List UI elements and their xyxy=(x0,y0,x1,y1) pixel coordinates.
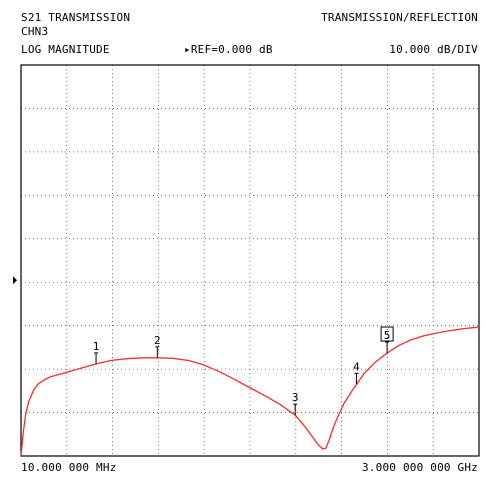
chart-grid xyxy=(21,65,479,456)
marker-2-label: 2 xyxy=(154,334,161,347)
marker-5-label: 5 xyxy=(384,329,391,342)
marker-3-label: 3 xyxy=(292,391,299,404)
format-label: LOG MAGNITUDE xyxy=(21,43,110,56)
start-frequency: 10.000 000 MHz xyxy=(21,461,117,474)
reference-label: ▸REF=0.000 dB xyxy=(184,44,273,56)
marker-group: 1 2 3 4 5 xyxy=(93,326,394,416)
plot-frame xyxy=(20,64,480,457)
stop-frequency: 3.000 000 000 GHz xyxy=(362,461,478,474)
marker-4-label: 4 xyxy=(353,360,360,373)
trace-line xyxy=(20,326,480,457)
marker-1-label: 1 xyxy=(93,340,100,353)
active-marker-box xyxy=(380,326,394,342)
reference-value: REF=0.000 dB xyxy=(190,43,273,56)
reference-arrow-icon: ▸ xyxy=(184,43,191,56)
channel-label: CHN3 xyxy=(21,25,49,38)
mode-label: TRANSMISSION/REFLECTION xyxy=(321,11,478,24)
measurement-title: S21 TRANSMISSION xyxy=(21,11,131,24)
scale-label: 10.000 dB/DIV xyxy=(389,43,478,56)
reference-pointer-icon xyxy=(13,276,17,285)
